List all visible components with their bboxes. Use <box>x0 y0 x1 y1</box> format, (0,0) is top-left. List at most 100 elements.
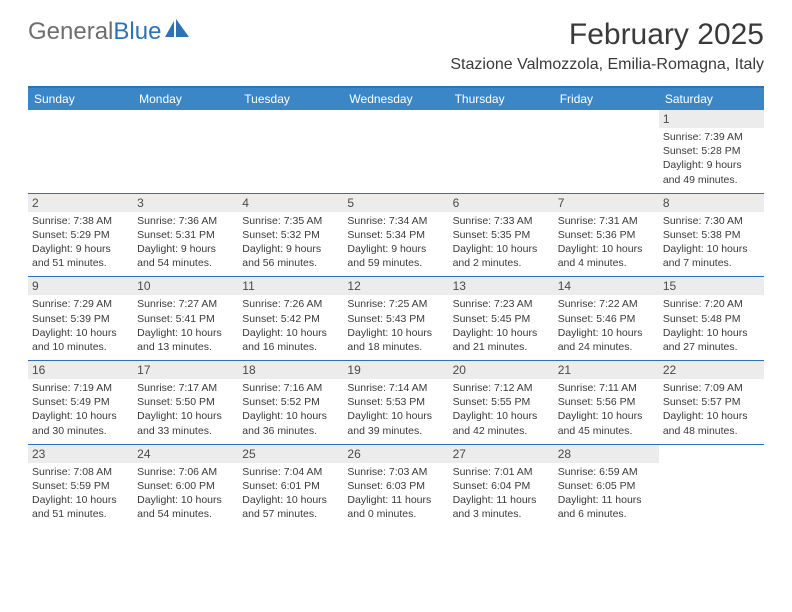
weekday-cell: Saturday <box>659 88 764 110</box>
day-info: Sunrise: 7:36 AMSunset: 5:31 PMDaylight:… <box>137 214 234 271</box>
sunset-text: Sunset: 5:41 PM <box>137 312 234 326</box>
day-info: Sunrise: 7:38 AMSunset: 5:29 PMDaylight:… <box>32 214 129 271</box>
sunrise-text: Sunrise: 7:27 AM <box>137 297 234 311</box>
day-info: Sunrise: 7:39 AMSunset: 5:28 PMDaylight:… <box>663 130 760 187</box>
daylight-text: Daylight: 10 hours and 16 minutes. <box>242 326 339 354</box>
sunrise-text: Sunrise: 7:34 AM <box>347 214 444 228</box>
day-number: 3 <box>133 194 238 212</box>
sunrise-text: Sunrise: 7:29 AM <box>32 297 129 311</box>
sunset-text: Sunset: 5:50 PM <box>137 395 234 409</box>
sunrise-text: Sunrise: 6:59 AM <box>558 465 655 479</box>
day-info: Sunrise: 7:11 AMSunset: 5:56 PMDaylight:… <box>558 381 655 438</box>
month-title: February 2025 <box>450 18 764 52</box>
day-cell: . <box>133 110 238 193</box>
sunrise-text: Sunrise: 7:26 AM <box>242 297 339 311</box>
day-cell: 27 Sunrise: 7:01 AMSunset: 6:04 PMDayligh… <box>449 445 554 528</box>
sunset-text: Sunset: 5:39 PM <box>32 312 129 326</box>
day-cell: 24 Sunrise: 7:06 AMSunset: 6:00 PMDayligh… <box>133 445 238 528</box>
day-number: 22 <box>659 361 764 379</box>
day-number: 7 <box>554 194 659 212</box>
week-row: 23 Sunrise: 7:08 AMSunset: 5:59 PMDayligh… <box>28 444 764 528</box>
day-cell: 18Sunrise: 7:16 AMSunset: 5:52 PMDayligh… <box>238 361 343 444</box>
day-cell: . <box>343 110 448 193</box>
title-block: February 2025 Stazione Valmozzola, Emili… <box>450 18 764 74</box>
day-info: Sunrise: 7:06 AMSunset: 6:00 PMDaylight:… <box>137 465 234 522</box>
sunrise-text: Sunrise: 7:08 AM <box>32 465 129 479</box>
day-info: Sunrise: 7:25 AMSunset: 5:43 PMDaylight:… <box>347 297 444 354</box>
day-cell: 23 Sunrise: 7:08 AMSunset: 5:59 PMDayligh… <box>28 445 133 528</box>
day-number: 10 <box>133 277 238 295</box>
sunset-text: Sunset: 6:04 PM <box>453 479 550 493</box>
day-cell: 6 Sunrise: 7:33 AMSunset: 5:35 PMDaylight… <box>449 194 554 277</box>
day-number: 25 <box>238 445 343 463</box>
day-number: 16 <box>28 361 133 379</box>
sunrise-text: Sunrise: 7:19 AM <box>32 381 129 395</box>
day-cell: . <box>238 110 343 193</box>
day-info: Sunrise: 7:01 AMSunset: 6:04 PMDaylight:… <box>453 465 550 522</box>
weekday-cell: Thursday <box>449 88 554 110</box>
day-cell: 11Sunrise: 7:26 AMSunset: 5:42 PMDayligh… <box>238 277 343 360</box>
sunrise-text: Sunrise: 7:14 AM <box>347 381 444 395</box>
daylight-text: Daylight: 10 hours and 54 minutes. <box>137 493 234 521</box>
day-cell: 14Sunrise: 7:22 AMSunset: 5:46 PMDayligh… <box>554 277 659 360</box>
sunrise-text: Sunrise: 7:30 AM <box>663 214 760 228</box>
logo-text-blue: Blue <box>113 18 161 46</box>
sunrise-text: Sunrise: 7:25 AM <box>347 297 444 311</box>
day-cell: . <box>554 110 659 193</box>
weekday-cell: Wednesday <box>343 88 448 110</box>
weekday-cell: Tuesday <box>238 88 343 110</box>
daylight-text: Daylight: 10 hours and 51 minutes. <box>32 493 129 521</box>
day-info: Sunrise: 7:17 AMSunset: 5:50 PMDaylight:… <box>137 381 234 438</box>
day-number: 19 <box>343 361 448 379</box>
day-cell: 4Sunrise: 7:35 AMSunset: 5:32 PMDaylight… <box>238 194 343 277</box>
sunrise-text: Sunrise: 7:23 AM <box>453 297 550 311</box>
day-number: 1 <box>659 110 764 128</box>
sunset-text: Sunset: 5:31 PM <box>137 228 234 242</box>
day-number: 6 <box>449 194 554 212</box>
day-number: 24 <box>133 445 238 463</box>
day-cell: 21Sunrise: 7:11 AMSunset: 5:56 PMDayligh… <box>554 361 659 444</box>
day-cell: 25Sunrise: 7:04 AMSunset: 6:01 PMDayligh… <box>238 445 343 528</box>
sunrise-text: Sunrise: 7:35 AM <box>242 214 339 228</box>
daylight-text: Daylight: 10 hours and 30 minutes. <box>32 409 129 437</box>
sunset-text: Sunset: 6:05 PM <box>558 479 655 493</box>
daylight-text: Daylight: 10 hours and 21 minutes. <box>453 326 550 354</box>
day-info: Sunrise: 7:03 AMSunset: 6:03 PMDaylight:… <box>347 465 444 522</box>
weekday-cell: Monday <box>133 88 238 110</box>
day-number: 17 <box>133 361 238 379</box>
day-number: 2 <box>28 194 133 212</box>
header: GeneralBlue February 2025 Stazione Valmo… <box>0 0 792 82</box>
day-cell: 9Sunrise: 7:29 AMSunset: 5:39 PMDaylight… <box>28 277 133 360</box>
daylight-text: Daylight: 9 hours and 56 minutes. <box>242 242 339 270</box>
day-cell: 12Sunrise: 7:25 AMSunset: 5:43 PMDayligh… <box>343 277 448 360</box>
daylight-text: Daylight: 10 hours and 39 minutes. <box>347 409 444 437</box>
day-info: Sunrise: 7:33 AMSunset: 5:35 PMDaylight:… <box>453 214 550 271</box>
sunset-text: Sunset: 5:42 PM <box>242 312 339 326</box>
calendar: SundayMondayTuesdayWednesdayThursdayFrid… <box>28 86 764 527</box>
day-number: 9 <box>28 277 133 295</box>
sunset-text: Sunset: 5:34 PM <box>347 228 444 242</box>
logo: GeneralBlue <box>28 18 191 46</box>
day-cell: . <box>659 445 764 528</box>
day-info: Sunrise: 7:08 AMSunset: 5:59 PMDaylight:… <box>32 465 129 522</box>
day-cell: 28Sunrise: 6:59 AMSunset: 6:05 PMDayligh… <box>554 445 659 528</box>
daylight-text: Daylight: 10 hours and 45 minutes. <box>558 409 655 437</box>
sunrise-text: Sunrise: 7:39 AM <box>663 130 760 144</box>
day-number: 4 <box>238 194 343 212</box>
day-number: 27 <box>449 445 554 463</box>
week-row: 2 Sunrise: 7:38 AMSunset: 5:29 PMDaylight… <box>28 193 764 277</box>
daylight-text: Daylight: 10 hours and 24 minutes. <box>558 326 655 354</box>
day-cell: 3 Sunrise: 7:36 AMSunset: 5:31 PMDaylight… <box>133 194 238 277</box>
weekday-header-row: SundayMondayTuesdayWednesdayThursdayFrid… <box>28 88 764 110</box>
daylight-text: Daylight: 9 hours and 51 minutes. <box>32 242 129 270</box>
day-info: Sunrise: 7:14 AMSunset: 5:53 PMDaylight:… <box>347 381 444 438</box>
sunset-text: Sunset: 5:53 PM <box>347 395 444 409</box>
day-info: Sunrise: 7:22 AMSunset: 5:46 PMDaylight:… <box>558 297 655 354</box>
day-cell: 13Sunrise: 7:23 AMSunset: 5:45 PMDayligh… <box>449 277 554 360</box>
day-info: Sunrise: 7:16 AMSunset: 5:52 PMDaylight:… <box>242 381 339 438</box>
day-cell: 8Sunrise: 7:30 AMSunset: 5:38 PMDaylight… <box>659 194 764 277</box>
sunset-text: Sunset: 5:35 PM <box>453 228 550 242</box>
daylight-text: Daylight: 10 hours and 42 minutes. <box>453 409 550 437</box>
day-number: 23 <box>28 445 133 463</box>
sunset-text: Sunset: 6:00 PM <box>137 479 234 493</box>
